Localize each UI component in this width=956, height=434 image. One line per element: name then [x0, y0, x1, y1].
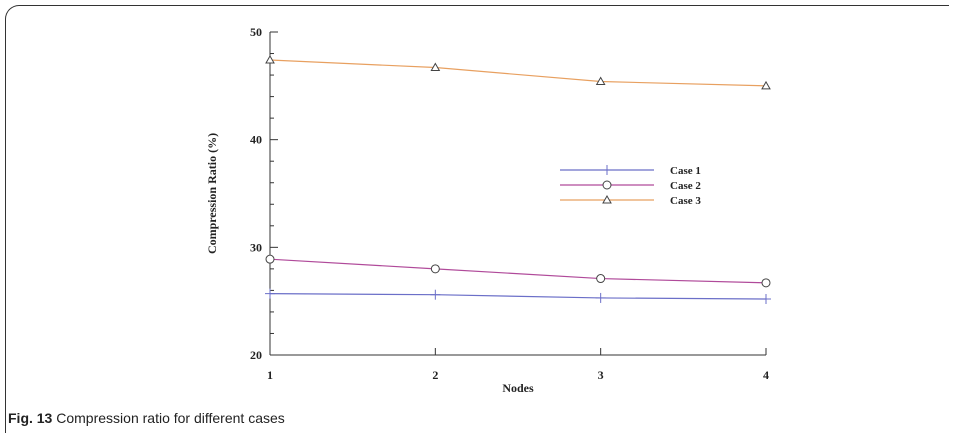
- chart-series: [265, 54, 771, 305]
- series-line-case-2: [269, 258, 767, 284]
- figure-caption-text: Compression ratio for different cases: [56, 410, 285, 426]
- legend-marker-case-2: [602, 180, 612, 190]
- series-point-case-2: [761, 278, 771, 288]
- y-axis-title: Compression Ratio (%): [205, 133, 219, 254]
- series-point-case-2: [430, 264, 440, 274]
- series-line-case-1: [269, 293, 767, 300]
- chart-legend: Case 1 Case 2 Case 3: [560, 165, 701, 207]
- legend-label-case-1: Case 1: [670, 165, 701, 177]
- legend-label-case-3: Case 3: [670, 195, 701, 207]
- x-tick-label: 1: [267, 368, 273, 382]
- x-tick-label: 2: [432, 368, 438, 382]
- series-line-case-3: [269, 59, 767, 87]
- line-chart: 20 30 40 50 1 2 3 4 Case 1 Case 2 Case 3 Nodes Co…: [205, 25, 771, 395]
- y-tick-label: 40: [250, 133, 262, 147]
- series-point-case-2: [265, 254, 275, 264]
- y-tick-label: 30: [250, 240, 262, 254]
- legend-label-case-2: Case 2: [670, 180, 701, 192]
- figure-number: Fig. 13: [8, 410, 53, 426]
- chart-axes: 20 30 40 50 1 2 3 4: [250, 25, 769, 382]
- x-tick-label: 4: [763, 368, 769, 382]
- series-point-case-2: [596, 274, 606, 284]
- figure-caption: Fig. 13 Compression ratio for different …: [8, 410, 285, 426]
- x-axis-title: Nodes: [502, 381, 534, 395]
- series-point-case-3: [265, 54, 275, 64]
- y-tick-label: 20: [250, 348, 262, 362]
- y-tick-label: 50: [250, 25, 262, 39]
- series-point-case-3: [430, 62, 441, 72]
- series-point-case-3: [761, 80, 771, 90]
- legend-marker-case-3: [602, 194, 612, 204]
- series-point-case-3: [595, 76, 606, 86]
- x-tick-label: 3: [598, 368, 604, 382]
- figure-frame: [5, 5, 949, 433]
